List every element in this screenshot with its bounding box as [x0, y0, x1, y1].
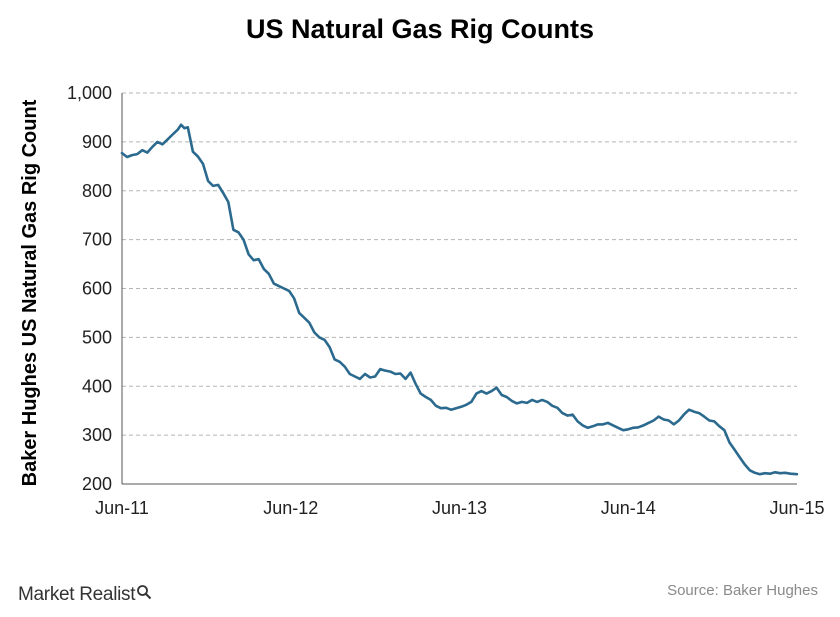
series-line [120, 123, 799, 476]
y-tick-label: 900 [82, 132, 112, 152]
y-tick-label: 1,000 [67, 83, 112, 103]
x-tick-label: Jun-11 [95, 498, 149, 518]
y-tick-label: 200 [82, 474, 112, 494]
x-tick-label: Jun-15 [769, 498, 824, 518]
y-tick-label: 600 [82, 279, 112, 299]
magnifier-icon [136, 584, 152, 606]
y-tick-label: 800 [82, 181, 112, 201]
brand-name: Market Realist [18, 584, 136, 605]
brand-logo: Market Realist [18, 584, 152, 606]
y-tick-label: 400 [82, 376, 112, 396]
y-tick-label: 500 [82, 327, 112, 347]
x-tick-label: Jun-12 [263, 498, 318, 518]
y-tick-label: 300 [82, 425, 112, 445]
series-lines [120, 123, 799, 476]
source-note: Source: Baker Hughes [667, 582, 818, 599]
axes [121, 93, 797, 485]
x-tick-labels: Jun-11 Jun-12 Jun-13 Jun-14 Jun-15 [95, 498, 824, 518]
y-tick-labels: 200 300 400 500 600 700 800 900 1,000 [67, 83, 112, 494]
chart-title: US Natural Gas Rig Counts [245, 14, 595, 44]
grid-lines [122, 92, 797, 436]
y-axis-label: Baker Hughes US Natural Gas Rig Count [19, 99, 41, 486]
x-tick-label: Jun-13 [432, 498, 487, 518]
x-tick-label: Jun-14 [601, 498, 656, 518]
y-tick-label: 700 [82, 230, 112, 250]
